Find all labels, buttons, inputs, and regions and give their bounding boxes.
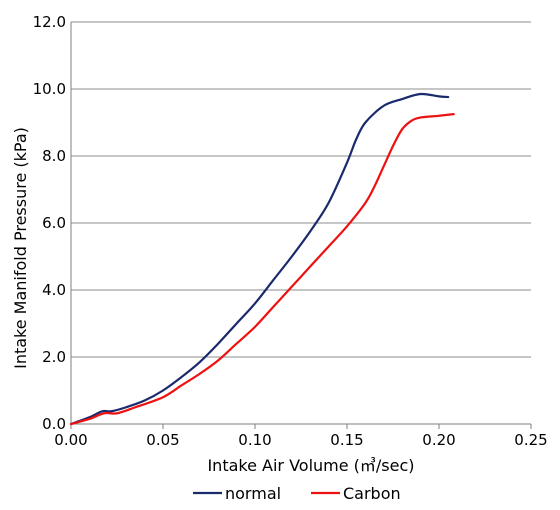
legend-label-normal: normal bbox=[225, 484, 281, 503]
y-axis-label: Intake Manifold Pressure (kPa) bbox=[11, 127, 30, 369]
grid-lines bbox=[71, 21, 531, 358]
axes bbox=[70, 22, 532, 429]
legend: normal Carbon bbox=[193, 484, 401, 503]
x-tick-label: 0.25 bbox=[514, 431, 547, 449]
y-tick-label: 2.0 bbox=[42, 348, 66, 366]
y-tick-labels: 0.0 2.0 4.0 6.0 8.0 10.0 12.0 bbox=[33, 13, 66, 433]
x-tick-label: 0.15 bbox=[330, 431, 363, 449]
x-tick-label: 0.00 bbox=[54, 431, 87, 449]
y-tick-label: 10.0 bbox=[33, 80, 66, 98]
x-tick-label: 0.20 bbox=[422, 431, 455, 449]
series-line-carbon bbox=[69, 113, 455, 426]
series-lines bbox=[69, 92, 455, 426]
y-tick-label: 6.0 bbox=[42, 214, 66, 232]
y-tick-label: 12.0 bbox=[33, 13, 66, 31]
series-line-normal bbox=[69, 92, 450, 426]
x-tick-label: 0.05 bbox=[146, 431, 179, 449]
y-tick-label: 4.0 bbox=[42, 281, 66, 299]
y-tick-label: 8.0 bbox=[42, 147, 66, 165]
legend-label-carbon: Carbon bbox=[343, 484, 401, 503]
y-tick-label: 0.0 bbox=[42, 415, 66, 433]
x-tick-label: 0.10 bbox=[238, 431, 271, 449]
x-tick-labels: 0.00 0.05 0.10 0.15 0.20 0.25 bbox=[54, 431, 547, 449]
x-axis-label: Intake Air Volume (㎥/sec) bbox=[207, 456, 414, 475]
